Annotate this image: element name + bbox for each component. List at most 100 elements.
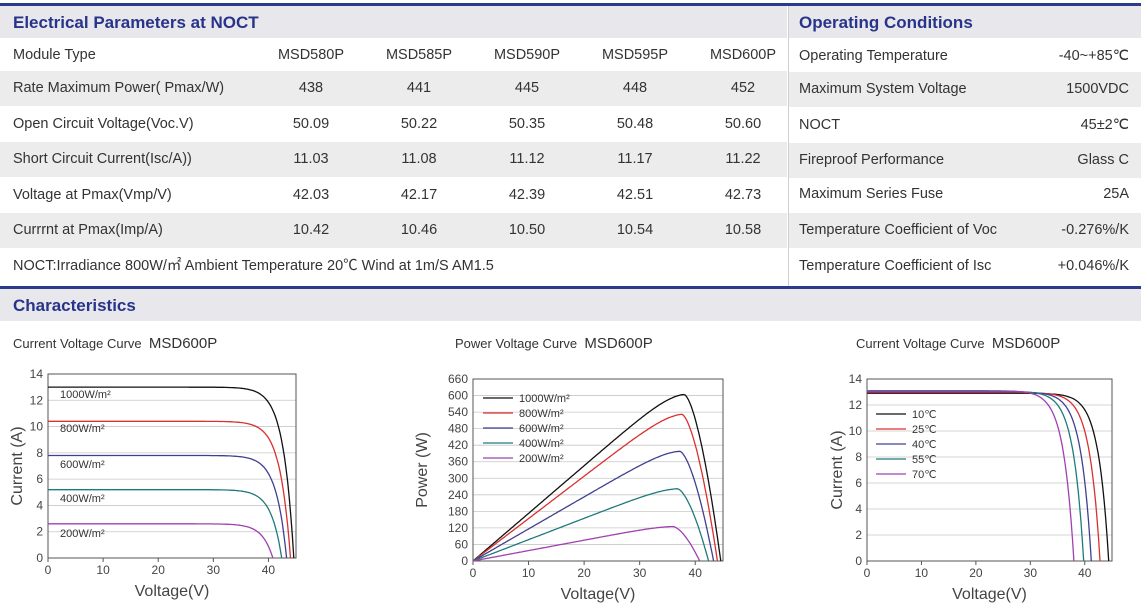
table-row: Currrnt at Pmax(Imp/A) 10.42 10.46 10.50… bbox=[0, 213, 787, 248]
plot-frame bbox=[866, 378, 1113, 562]
row-value: 11.08 bbox=[401, 151, 437, 167]
column-divider bbox=[788, 6, 789, 286]
y-tick-label: 10 bbox=[30, 420, 44, 434]
table-row: Open Circuit Voltage(Voc.V) 50.09 50.22 … bbox=[0, 107, 787, 142]
series-line bbox=[48, 454, 288, 559]
x-axis-label: Voltage(V) bbox=[561, 586, 636, 603]
row-label: Rate Maximum Power( Pmax/W) bbox=[13, 80, 225, 96]
legend-label: 1000W/m² bbox=[60, 389, 111, 401]
y-axis-label: Current (A) bbox=[9, 426, 26, 505]
series-line bbox=[867, 392, 1101, 562]
legend-label: 200W/m² bbox=[519, 453, 564, 465]
operating-value: 45±2℃ bbox=[1080, 117, 1129, 133]
y-tick-label: 4 bbox=[36, 498, 43, 512]
operating-header: Operating Conditions bbox=[789, 6, 1141, 38]
legend-label: 200W/m² bbox=[60, 528, 105, 540]
operating-label: Fireproof Performance bbox=[799, 152, 945, 168]
row-value: 11.03 bbox=[293, 151, 329, 167]
legend-label: 40℃ bbox=[912, 439, 937, 451]
y-tick-label: 0 bbox=[461, 554, 468, 568]
series-line bbox=[48, 523, 274, 559]
row-value: 50.09 bbox=[292, 116, 330, 132]
chart-title: Power Voltage Curve MSD600P bbox=[455, 335, 653, 352]
series-line bbox=[48, 420, 292, 559]
operating-title: Operating Conditions bbox=[799, 13, 973, 32]
y-tick-label: 420 bbox=[448, 438, 468, 452]
operating-row: NOCT 45±2℃ bbox=[789, 108, 1141, 143]
row-value: 50.60 bbox=[724, 116, 762, 132]
module-type-label: Module Type bbox=[13, 47, 96, 63]
characteristics-header: Characteristics bbox=[0, 289, 1141, 321]
model-header: MSD585P bbox=[385, 47, 453, 63]
operating-value: Glass C bbox=[1077, 152, 1129, 168]
row-value: 42.17 bbox=[400, 187, 438, 203]
y-axis-label: Current (A) bbox=[829, 430, 846, 509]
y-tick-label: 360 bbox=[448, 455, 468, 469]
row-label: Open Circuit Voltage(Voc.V) bbox=[13, 116, 194, 132]
iv-curve-temperature-chart: 0 2 4 6 8 10 12 14 0 10 20 30 40 Voltage(V) Current (A… bbox=[829, 372, 1113, 603]
series-line bbox=[48, 386, 295, 559]
legend-label: 55℃ bbox=[912, 454, 937, 466]
operating-row: Temperature Coefficient of Isc +0.046%/K bbox=[789, 249, 1141, 284]
series-line bbox=[867, 391, 1092, 562]
operating-label: NOCT bbox=[799, 117, 841, 133]
y-tick-label: 6 bbox=[855, 476, 862, 490]
electrical-header: Electrical Parameters at NOCT bbox=[0, 6, 787, 38]
row-value: 441 bbox=[406, 80, 432, 96]
series-line bbox=[472, 393, 722, 562]
operating-label: Maximum Series Fuse bbox=[799, 186, 944, 202]
y-tick-label: 12 bbox=[849, 398, 863, 412]
x-tick-label: 20 bbox=[577, 566, 591, 580]
section-rule bbox=[0, 286, 1141, 289]
x-tick-label: 30 bbox=[633, 566, 647, 580]
operating-label: Temperature Coefficient of Isc bbox=[799, 258, 992, 274]
y-tick-label: 2 bbox=[855, 528, 862, 542]
row-value: 50.35 bbox=[508, 116, 546, 132]
operating-label: Operating Temperature bbox=[799, 48, 948, 64]
series-line bbox=[472, 488, 710, 562]
x-tick-label: 20 bbox=[152, 563, 166, 577]
operating-value: 1500VDC bbox=[1066, 81, 1129, 97]
pv-curve-irradiance-chart: 0 60 120 180 240 300 360 420 480 540 600 660 0 10 20 30… bbox=[414, 372, 724, 603]
legend-label: 400W/m² bbox=[60, 493, 105, 505]
operating-row: Temperature Coefficient of Voc -0.276%/K bbox=[789, 213, 1141, 248]
row-value: 42.51 bbox=[616, 187, 654, 203]
row-value: 10.58 bbox=[724, 222, 762, 238]
table-header-row: Module Type MSD580P MSD585P MSD590P MSD5… bbox=[0, 38, 787, 73]
legend-label: 800W/m² bbox=[60, 423, 105, 435]
x-tick-label: 0 bbox=[470, 566, 477, 580]
legend-label: 400W/m² bbox=[519, 438, 564, 450]
y-tick-label: 180 bbox=[448, 504, 468, 518]
operating-row: Fireproof Performance Glass C bbox=[789, 143, 1141, 178]
legend-label: 600W/m² bbox=[519, 423, 564, 435]
series-line bbox=[472, 525, 701, 562]
operating-row: Maximum Series Fuse 25A bbox=[789, 177, 1141, 212]
row-label: Voltage at Pmax(Vmp/V) bbox=[13, 187, 172, 203]
table-row: Short Circuit Current(Isc/A)) 11.03 11.0… bbox=[0, 142, 787, 177]
row-value: 438 bbox=[298, 80, 324, 96]
y-tick-label: 8 bbox=[36, 446, 43, 460]
y-tick-label: 660 bbox=[448, 372, 468, 386]
x-axis-label: Voltage(V) bbox=[135, 583, 210, 600]
x-tick-label: 30 bbox=[1024, 566, 1038, 580]
model-header: MSD595P bbox=[601, 47, 669, 63]
chart-title-model: MSD600P bbox=[148, 335, 218, 352]
row-value: 10.46 bbox=[400, 222, 438, 238]
x-tick-label: 30 bbox=[207, 563, 221, 577]
row-value: 445 bbox=[514, 80, 540, 96]
legend-label: 10℃ bbox=[912, 409, 937, 421]
series-line bbox=[472, 450, 715, 562]
operating-value: -40~+85℃ bbox=[1058, 48, 1129, 64]
table-row: Rate Maximum Power( Pmax/W) 438 441 445 … bbox=[0, 71, 787, 106]
x-tick-label: 10 bbox=[522, 566, 536, 580]
electrical-title: Electrical Parameters at NOCT bbox=[13, 13, 259, 32]
y-tick-label: 8 bbox=[855, 450, 862, 464]
y-axis-label: Power (W) bbox=[414, 432, 431, 508]
x-tick-label: 10 bbox=[915, 566, 929, 580]
row-value: 50.22 bbox=[400, 116, 438, 132]
characteristics-title: Characteristics bbox=[13, 296, 136, 315]
legend-label: 25℃ bbox=[912, 424, 937, 436]
y-tick-label: 300 bbox=[448, 471, 468, 485]
table-row: Voltage at Pmax(Vmp/V) 42.03 42.17 42.39… bbox=[0, 178, 787, 213]
chart-title-prefix: Current Voltage Curve bbox=[13, 336, 142, 351]
